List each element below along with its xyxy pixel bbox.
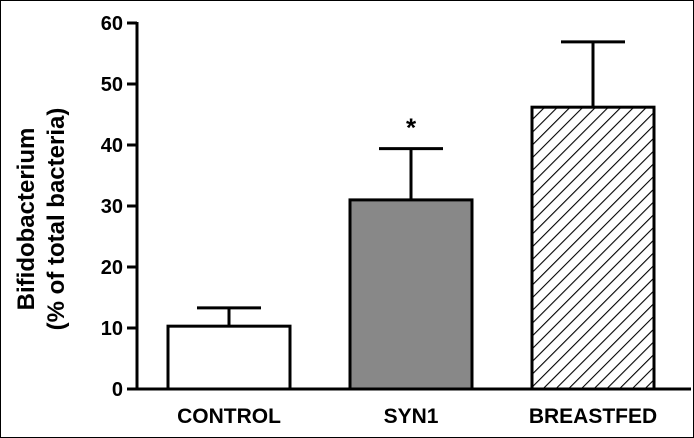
x-tick-label-syn1: SYN1 bbox=[384, 405, 439, 428]
y-tick-label-40: 40 bbox=[101, 135, 123, 157]
y-axis-title-line2: (% of total bacteria) bbox=[43, 108, 70, 331]
bar-control bbox=[166, 324, 292, 391]
y-tick-label-30: 30 bbox=[101, 196, 123, 218]
error-bars bbox=[197, 40, 625, 327]
bar-syn1 bbox=[348, 198, 474, 391]
y-axis-title: Bifidobacterium (% of total bacteria) bbox=[13, 108, 70, 331]
y-tick-label-20: 20 bbox=[101, 257, 123, 279]
y-tick-label-10: 10 bbox=[101, 318, 123, 340]
significance-asterisk: * bbox=[406, 113, 417, 143]
bar-breastfed bbox=[530, 105, 656, 391]
x-tick-label-control: CONTROL bbox=[177, 405, 281, 428]
axes bbox=[127, 21, 691, 391]
y-tick-label-60: 60 bbox=[101, 13, 123, 35]
y-axis-title-line1: Bifidobacterium bbox=[13, 128, 40, 311]
x-tick-label-breastfed: BREASTFED bbox=[529, 405, 657, 428]
bars bbox=[166, 105, 656, 391]
y-tick-label-0: 0 bbox=[112, 379, 123, 401]
y-tick-label-50: 50 bbox=[101, 74, 123, 96]
labels: CONTROL SYN1 BREASTFED * 0 10 20 30 40 50 60 bbox=[101, 13, 657, 428]
